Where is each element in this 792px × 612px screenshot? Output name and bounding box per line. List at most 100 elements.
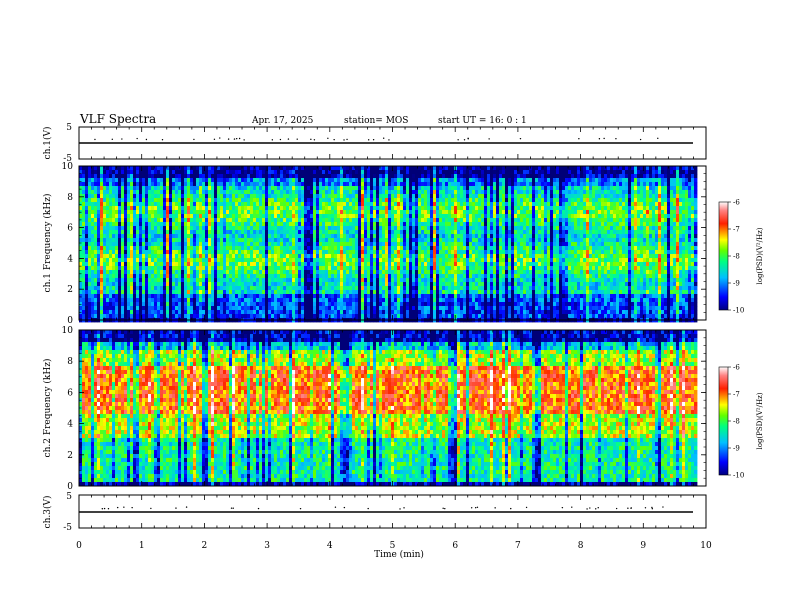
spectrogram-cell <box>415 210 419 215</box>
spectrogram-cell <box>379 258 383 263</box>
spectrogram-cell <box>397 266 401 271</box>
spectrogram-cell <box>103 174 107 179</box>
spectrogram-cell <box>79 238 83 243</box>
spectrogram-cell <box>178 190 182 195</box>
spectrogram-cell <box>148 230 152 235</box>
spectrogram-cell <box>133 178 137 183</box>
spectrogram-cell <box>328 258 332 263</box>
spectrogram-cell <box>346 270 350 275</box>
spectrogram-cell <box>370 242 374 247</box>
spectrogram-cell <box>199 166 203 171</box>
spectrogram-cell <box>169 186 173 191</box>
spectrogram-cell <box>244 190 248 195</box>
spectrogram-cell <box>367 198 371 203</box>
spectrogram-cell <box>79 174 83 179</box>
spectrogram-cell <box>283 166 287 171</box>
spectrogram-cell <box>85 194 89 199</box>
spectrogram-cell <box>184 194 188 199</box>
spectrogram-cell <box>385 254 389 259</box>
spectrogram-cell <box>295 246 299 251</box>
spectrogram-cell <box>352 198 356 203</box>
spectrogram-cell <box>319 230 323 235</box>
spectrogram-cell <box>301 310 305 315</box>
spectrogram-cell <box>433 222 437 227</box>
spectrogram-cell <box>172 266 176 271</box>
spectrogram-cell <box>91 182 95 187</box>
spectrogram-cell <box>391 170 395 175</box>
spectrogram-cell <box>439 166 443 171</box>
spectrogram-cell <box>379 206 383 211</box>
spectrogram-cell <box>316 298 320 303</box>
spectrogram-cell <box>271 250 275 255</box>
spectrogram-cell <box>136 222 140 227</box>
spectrogram-cell <box>376 270 380 275</box>
spectrogram-cell <box>220 210 224 215</box>
spectrogram-cell <box>142 202 146 207</box>
waveform-spike <box>136 137 138 140</box>
spectrogram-cell <box>319 278 323 283</box>
spectrogram-cell <box>427 214 431 219</box>
spectrogram-cell <box>436 182 440 187</box>
spectrogram-cell <box>157 202 161 207</box>
spectrogram-cell <box>178 234 182 239</box>
spectrogram-cell <box>124 270 128 275</box>
spectrogram-cell <box>100 302 104 307</box>
spectrogram-cell <box>364 222 368 227</box>
spectrogram-cell <box>379 174 383 179</box>
spectrogram-cell <box>313 174 317 179</box>
spectrogram-cell <box>97 270 101 275</box>
spectrogram-cell <box>169 226 173 231</box>
spectrogram-cell <box>319 246 323 251</box>
spectrogram-cell <box>406 182 410 187</box>
spectrogram-cell <box>94 306 98 311</box>
spectrogram-cell <box>343 282 347 287</box>
spectrogram-cell <box>103 250 107 255</box>
spectrogram-cell <box>121 170 125 175</box>
spectrogram-cell <box>448 282 452 287</box>
spectrogram-cell <box>319 186 323 191</box>
spectrogram-cell <box>379 198 383 203</box>
spectrogram-cell <box>238 190 242 195</box>
spectrogram-cell <box>97 190 101 195</box>
spectrogram-cell <box>307 250 311 255</box>
spectrogram-cell <box>376 230 380 235</box>
spectrogram-cell <box>241 198 245 203</box>
spectrogram-cell <box>160 194 164 199</box>
spectrogram-cell <box>430 254 434 259</box>
spectrogram-cell <box>370 174 374 179</box>
spectrogram-cell <box>127 274 131 279</box>
spectrogram-cell <box>307 206 311 211</box>
spectrogram-cell <box>142 186 146 191</box>
spectrogram-cell <box>310 306 314 311</box>
spectrogram-cell <box>355 270 359 275</box>
spectrogram-cell <box>91 238 95 243</box>
spectrogram-cell <box>190 290 194 295</box>
spectrogram-cell <box>178 294 182 299</box>
spectrogram-cell <box>409 190 413 195</box>
spectrogram-cell <box>142 238 146 243</box>
spectrogram-cell <box>271 206 275 211</box>
spectrogram-cell <box>223 282 227 287</box>
spectrogram-cell <box>385 258 389 263</box>
spectrogram-cell <box>112 246 116 251</box>
spectrogram-cell <box>136 302 140 307</box>
spectrogram-cell <box>433 266 437 271</box>
spectrogram-cell <box>313 190 317 195</box>
spectrogram-cell <box>352 186 356 191</box>
spectrogram-cell <box>142 278 146 283</box>
spectrogram-cell <box>211 222 215 227</box>
spectrogram-cell <box>115 238 119 243</box>
spectrogram-cell <box>220 242 224 247</box>
spectrogram-cell <box>340 242 344 247</box>
spectrogram-cell <box>187 178 191 183</box>
spectrogram-cell <box>286 242 290 247</box>
spectrogram-cell <box>349 306 353 311</box>
spectrogram-cell <box>208 242 212 247</box>
spectrogram-cell <box>340 274 344 279</box>
spectrogram-cell <box>346 274 350 279</box>
spectrogram-cell <box>223 166 227 171</box>
spectrogram-cell <box>334 230 338 235</box>
spectrogram-cell <box>403 210 407 215</box>
spectrogram-cell <box>334 278 338 283</box>
spectrogram-cell <box>370 226 374 231</box>
